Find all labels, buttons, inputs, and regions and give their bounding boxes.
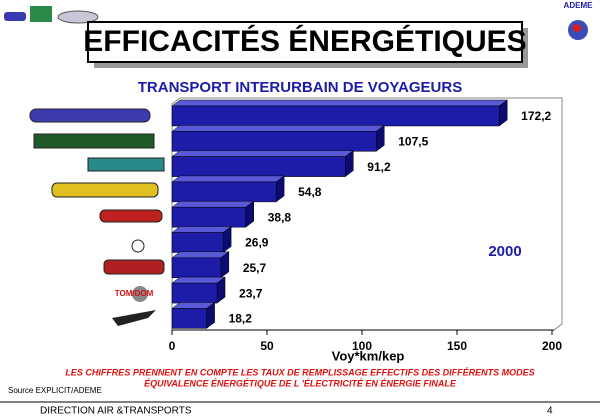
value-label: 23,7 bbox=[239, 286, 263, 300]
bar-top bbox=[171, 99, 508, 107]
value-label: 26,9 bbox=[245, 236, 269, 250]
icon-label: TOM/DOM bbox=[115, 289, 154, 298]
x-tick-label: 0 bbox=[169, 339, 176, 353]
bar-top bbox=[171, 200, 255, 208]
value-label: 18,2 bbox=[229, 312, 253, 326]
value-label: 91,2 bbox=[367, 160, 391, 174]
bar-top bbox=[171, 276, 226, 284]
bar bbox=[171, 282, 218, 304]
bar bbox=[171, 232, 224, 253]
value-label: 54,8 bbox=[298, 185, 322, 199]
footnote: LES CHIFFRES PRENNENT EN COMPTE LES TAUX… bbox=[65, 367, 534, 377]
title-box bbox=[87, 21, 523, 63]
value-label: 25,7 bbox=[243, 261, 267, 275]
logo: ADEME bbox=[564, 1, 594, 10]
bar-top bbox=[171, 150, 355, 157]
chart-title: EFFICACITÉS ÉNERGÉTIQUES bbox=[83, 24, 526, 58]
bar-top bbox=[171, 226, 232, 233]
x-axis-label: Voy*km/kep bbox=[332, 348, 405, 363]
bar bbox=[171, 257, 222, 279]
logo-shape bbox=[572, 24, 582, 32]
x-tick-label: 150 bbox=[447, 339, 467, 353]
bar-top bbox=[171, 175, 285, 183]
source: Source EXPLICIT/ADEME bbox=[8, 386, 102, 395]
value-label: 107,5 bbox=[398, 134, 428, 148]
bar bbox=[171, 308, 207, 329]
bar-top bbox=[171, 125, 385, 132]
bar bbox=[171, 156, 346, 177]
year-annotation: 2000 bbox=[488, 243, 521, 260]
x-tick-label: 100 bbox=[352, 339, 372, 353]
x-tick-label: 50 bbox=[260, 339, 274, 353]
footer: DIRECTION AIR &TRANSPORTS bbox=[40, 406, 192, 417]
x-tick-label: 200 bbox=[542, 339, 562, 353]
bar bbox=[171, 105, 500, 127]
chart-subtitle: TRANSPORT INTERURBAIN DE VOYAGEURS bbox=[138, 79, 462, 96]
bar-top bbox=[171, 251, 230, 259]
bar bbox=[171, 206, 246, 228]
bar bbox=[171, 181, 277, 203]
value-label: 38,8 bbox=[268, 210, 292, 224]
value-label: 172,2 bbox=[521, 109, 551, 123]
bar bbox=[171, 131, 377, 152]
category-icons bbox=[29, 108, 165, 326]
page-number: 4 bbox=[547, 406, 553, 417]
footnote: ÉQUIVALENCE ÉNERGÉTIQUE DE L 'ÉLECTRICIT… bbox=[144, 378, 457, 388]
